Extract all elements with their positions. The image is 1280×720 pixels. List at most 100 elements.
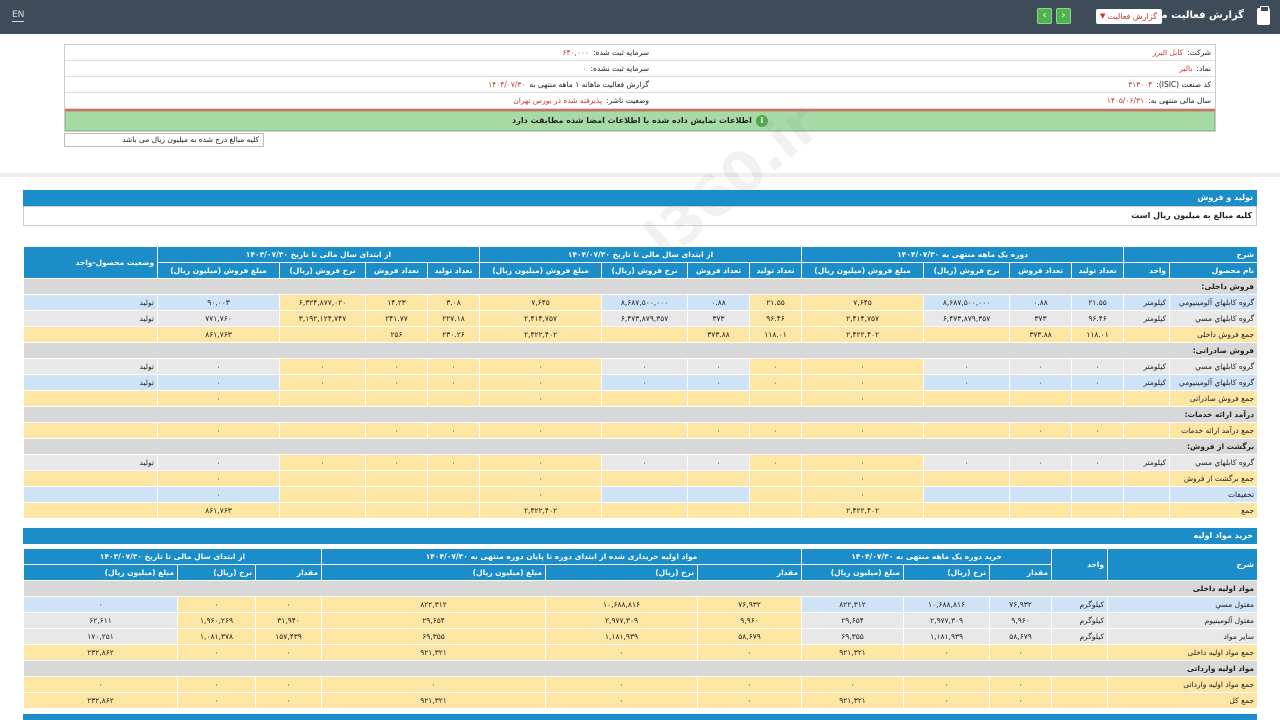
value-cell: ۰ bbox=[365, 374, 429, 391]
value-cell: ۹۲۱,۳۲۱ bbox=[321, 692, 547, 709]
unit-cell bbox=[1123, 470, 1171, 487]
col-amount: مبلغ فروش (میلیون ریال) bbox=[479, 262, 603, 279]
value-cell: ۰.۸۸ bbox=[687, 294, 751, 311]
value-cell bbox=[923, 326, 1011, 343]
value-cell bbox=[749, 486, 803, 503]
language-toggle[interactable]: EN bbox=[12, 10, 25, 22]
value-cell: ۹,۹۶۰ bbox=[697, 612, 803, 629]
value-cell: ۷۷۱,۷۶۰ bbox=[156, 310, 281, 327]
next-button[interactable]: › bbox=[1056, 8, 1071, 24]
col-quantity: مقدار bbox=[697, 564, 803, 581]
status-cell bbox=[23, 326, 158, 343]
value-cell bbox=[687, 486, 751, 503]
section-row: درآمد ارائه خدمات: bbox=[22, 406, 1259, 423]
material-name: مفتول آلومينيوم bbox=[1107, 612, 1259, 629]
col-unit: واحد bbox=[1051, 548, 1109, 581]
col-unit: واحد bbox=[1123, 262, 1171, 279]
value-cell: ۰ bbox=[479, 358, 603, 375]
unit-cell: كيلومتر bbox=[1123, 454, 1171, 471]
value-cell bbox=[1071, 470, 1125, 487]
value-cell: ۰ bbox=[687, 374, 751, 391]
value-cell: ۲,۴۲۲,۴۰۲ bbox=[479, 502, 603, 519]
col-status: وضعیت محصول-واحد bbox=[23, 246, 158, 279]
publisher-status-label: وضعیت ناشر: bbox=[606, 96, 649, 105]
unit-cell bbox=[1051, 692, 1109, 709]
value-cell: ۰ bbox=[601, 358, 689, 375]
unit-cell bbox=[1123, 390, 1171, 407]
col-quantity: مقدار bbox=[989, 564, 1053, 581]
section-row: مواد اولیه داخلی bbox=[22, 580, 1259, 597]
product-name: جمع فروش صادراتی bbox=[1169, 390, 1259, 407]
value-cell: ۲۳۲,۸۶۲ bbox=[22, 644, 179, 661]
value-cell: ۹۲۱,۳۲۱ bbox=[321, 644, 547, 661]
chevron-right-icon: › bbox=[1061, 10, 1066, 21]
table-row: جمع فروش داخلی ۱۱۸.۰۱ ۳۷۳.۸۸ ۲,۴۲۲,۴۰۲ ۱۱۸.۰… bbox=[23, 326, 1259, 343]
company-label: شرکت: bbox=[1187, 48, 1211, 57]
col-rate: نرخ (ریال) bbox=[903, 564, 991, 581]
col-period2: مواد اولیه خریداری شده از ابتدای دوره تا… bbox=[321, 548, 803, 565]
product-name: جمع bbox=[1169, 502, 1259, 519]
value-cell bbox=[1071, 390, 1125, 407]
product-name: گروه کابلهاي مسي bbox=[1169, 310, 1259, 327]
product-name: جمع فروش داخلی bbox=[1169, 326, 1259, 343]
value-cell: ۹۲۱,۳۲۱ bbox=[801, 692, 905, 709]
value-cell: ۸۶۱,۷۶۳ bbox=[156, 502, 281, 519]
value-cell: ۰ bbox=[255, 692, 323, 709]
product-name: گروه کابلهاي آلومينيومي bbox=[1169, 294, 1259, 311]
status-cell bbox=[23, 390, 158, 407]
status-cell: تولید bbox=[23, 454, 158, 471]
value-cell bbox=[1009, 390, 1073, 407]
value-cell: ۰ bbox=[1009, 422, 1073, 439]
value-cell: ۰ bbox=[801, 486, 925, 503]
value-cell: ۰ bbox=[156, 358, 281, 375]
table-row: جمع درآمد ارائه خدمات ۰ ۰ ۰ ۰ ۰ ۰ ۰ ۰ ۰ bbox=[23, 422, 1259, 439]
material-name: جمع مواد اولیه وارداتی bbox=[1107, 676, 1259, 693]
material-name: جمع مواد اولیه داخلی bbox=[1107, 644, 1259, 661]
col-qty-produced: تعداد تولید bbox=[427, 262, 481, 279]
table-row: ساير مواد كيلوگرم ۵۸,۶۷۹ ۱,۱۸۱,۹۳۹ ۶۹,۳۵۵ ۵۸,… bbox=[22, 628, 1259, 645]
value-cell: ۰ bbox=[156, 454, 281, 471]
value-cell: ۰ bbox=[156, 422, 281, 439]
value-cell: ۰ bbox=[749, 374, 803, 391]
previous-button[interactable]: ‹ bbox=[1037, 8, 1052, 24]
section-row: فروش داخلی: bbox=[22, 278, 1259, 295]
value-cell: ۷۶,۹۳۲ bbox=[989, 596, 1053, 613]
value-cell: ۰ bbox=[255, 676, 323, 693]
value-cell: ۰ bbox=[156, 486, 281, 503]
section-label: فروش داخلی: bbox=[22, 278, 1259, 295]
value-cell: ۰ bbox=[479, 374, 603, 391]
value-cell: ۹۲۱,۳۲۱ bbox=[801, 644, 905, 661]
value-cell: ۰ bbox=[177, 644, 257, 661]
unit-cell: كيلومتر bbox=[1123, 310, 1171, 327]
verification-banner: iاطلاعات نمایش داده شده با اطلاعات امضا … bbox=[65, 111, 1215, 131]
table-row: مفتول آلومينيوم كيلوگرم ۹,۹۶۰ ۲,۹۷۷,۳۰۹ ۲۹,۶… bbox=[22, 612, 1259, 629]
value-cell: ۰ bbox=[697, 644, 803, 661]
table-row: جمع مواد اولیه وارداتی ۰ ۰ ۰ ۰ ۰ ۰ ۰ ۰ ۰ bbox=[22, 676, 1259, 693]
value-cell: ۰ bbox=[1071, 422, 1125, 439]
col-qty-produced: تعداد تولید bbox=[1071, 262, 1125, 279]
value-cell: ۳۷۳.۸۸ bbox=[1009, 326, 1073, 343]
value-cell: ۳۷۳ bbox=[687, 310, 751, 327]
value-cell: ۰ bbox=[1071, 358, 1125, 375]
value-cell: ۰ bbox=[801, 390, 925, 407]
value-cell bbox=[601, 486, 689, 503]
fiscal-year-value: ۱۴۰۵/۰۶/۳۱ bbox=[1106, 96, 1145, 105]
value-cell: ۰ bbox=[365, 454, 429, 471]
value-cell: ۰ bbox=[479, 390, 603, 407]
report-type-select[interactable]: گزارش فعالیت ▼ bbox=[1096, 9, 1162, 24]
value-cell: ۰ bbox=[801, 358, 925, 375]
unregistered-capital-label: سرمایه ثبت نشده: bbox=[590, 64, 650, 73]
col-period1: خرید دوره یک ماهه منتهی به ۱۴۰۴/۰۷/۳۰ bbox=[801, 548, 1053, 565]
product-name: گروه کابلهاي مسي bbox=[1169, 454, 1259, 471]
section-row: فروش صادراتی: bbox=[22, 342, 1259, 359]
value-cell: ۰ bbox=[697, 692, 803, 709]
value-cell: ۰ bbox=[479, 422, 603, 439]
value-cell: ۱۷۰,۲۵۱ bbox=[22, 628, 179, 645]
value-cell: ۶۲,۶۱۱ bbox=[22, 612, 179, 629]
verification-text: اطلاعات نمایش داده شده با اطلاعات امضا ش… bbox=[512, 116, 752, 125]
value-cell: ۷,۶۴۵ bbox=[479, 294, 603, 311]
value-cell: ۰ bbox=[156, 374, 281, 391]
value-cell: ۰ bbox=[365, 422, 429, 439]
value-cell: ۲,۹۷۷,۳۰۹ bbox=[903, 612, 991, 629]
unit-cell: كيلومتر bbox=[1123, 374, 1171, 391]
